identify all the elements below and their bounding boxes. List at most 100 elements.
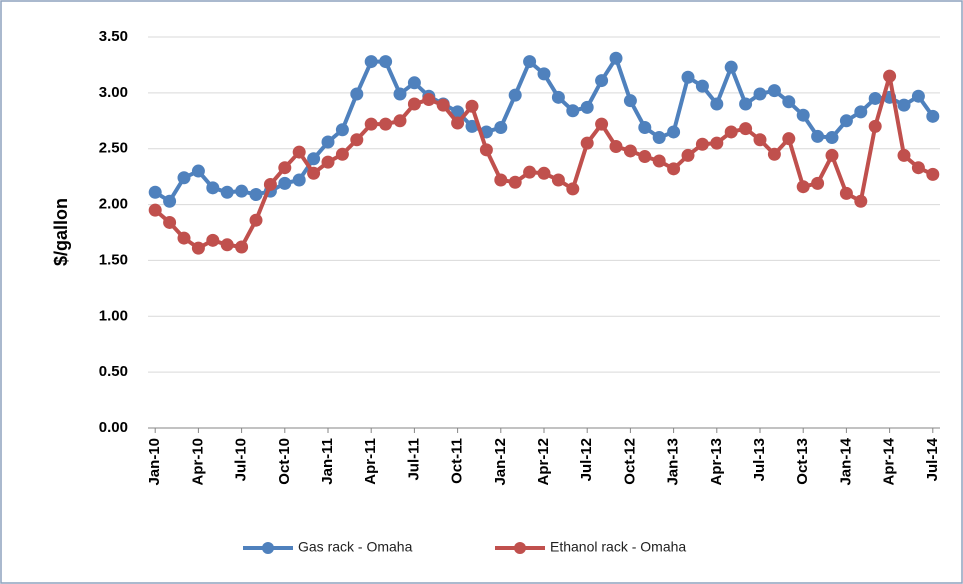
data-point	[494, 173, 508, 187]
x-tick-label: Jul-13	[751, 438, 768, 481]
data-point	[350, 133, 364, 147]
data-point	[465, 99, 479, 113]
data-point	[321, 135, 335, 149]
data-point	[407, 76, 421, 90]
data-point	[206, 181, 220, 195]
x-tick-label: Jul-11	[405, 438, 422, 481]
data-point	[163, 194, 177, 208]
data-point	[350, 87, 364, 101]
data-point	[278, 176, 292, 190]
legend-marker	[262, 542, 274, 554]
data-point	[551, 90, 565, 104]
data-point	[839, 114, 853, 128]
data-point	[393, 87, 407, 101]
data-point	[191, 241, 205, 255]
x-tick-label: Jul-14	[924, 437, 941, 481]
x-tick-label: Oct-13	[794, 438, 811, 485]
data-point	[782, 132, 796, 146]
data-point	[839, 186, 853, 200]
data-point	[393, 114, 407, 128]
x-tick-label: Jan-13	[665, 438, 682, 486]
data-point	[235, 240, 249, 254]
data-point	[724, 125, 738, 139]
data-point	[911, 161, 925, 175]
data-point	[739, 122, 753, 136]
data-point	[508, 88, 522, 102]
data-point	[926, 109, 940, 123]
data-point	[307, 152, 321, 166]
legend-marker	[514, 542, 526, 554]
data-point	[681, 70, 695, 84]
data-point	[566, 104, 580, 118]
data-point	[335, 123, 349, 137]
data-point	[163, 215, 177, 229]
data-point	[753, 87, 767, 101]
data-point	[710, 97, 724, 111]
data-point	[177, 231, 191, 245]
data-point	[638, 120, 652, 134]
data-point	[566, 182, 580, 196]
data-point	[523, 55, 537, 69]
y-tick-label: 1.00	[99, 307, 128, 324]
data-point	[407, 97, 421, 111]
data-point	[767, 84, 781, 98]
x-tick-label: Apr-12	[535, 438, 552, 486]
data-point	[681, 148, 695, 162]
y-tick-label: 2.50	[99, 140, 128, 157]
data-point	[451, 116, 465, 130]
data-point	[595, 74, 609, 88]
data-point	[796, 108, 810, 122]
data-point	[897, 98, 911, 112]
data-point	[220, 185, 234, 199]
x-tick-label: Jul-12	[578, 438, 595, 481]
data-point	[854, 194, 868, 208]
x-tick-label: Jul-10	[233, 438, 250, 481]
data-point	[321, 155, 335, 169]
x-tick-label: Apr-13	[708, 438, 725, 486]
data-point	[379, 55, 393, 69]
data-point	[667, 162, 681, 176]
data-point	[811, 176, 825, 190]
data-point	[897, 148, 911, 162]
data-point	[868, 119, 882, 133]
legend-label: Ethanol rack - Omaha	[550, 539, 686, 555]
data-point	[278, 161, 292, 175]
data-point	[235, 184, 249, 198]
data-point	[249, 188, 263, 202]
y-axis-title: $/gallon	[51, 198, 71, 266]
data-point	[523, 165, 537, 179]
data-point	[595, 117, 609, 131]
data-point	[638, 150, 652, 164]
x-tick-label: Apr-10	[189, 438, 206, 486]
data-point	[479, 143, 493, 157]
data-point	[206, 233, 220, 247]
data-point	[465, 119, 479, 133]
data-point	[926, 167, 940, 181]
data-point	[220, 238, 234, 252]
data-point	[580, 136, 594, 150]
data-point	[580, 100, 594, 114]
data-point	[825, 131, 839, 145]
data-point	[609, 139, 623, 153]
data-point	[652, 154, 666, 168]
y-tick-label: 0.00	[99, 419, 128, 436]
data-point	[451, 105, 465, 119]
data-point	[494, 120, 508, 134]
data-point	[796, 180, 810, 194]
data-point	[710, 136, 724, 150]
data-point	[148, 185, 162, 199]
x-tick-label: Oct-10	[276, 438, 293, 485]
data-point	[854, 105, 868, 119]
x-tick-label: Oct-11	[449, 438, 466, 484]
x-tick-label: Apr-11	[362, 438, 379, 485]
data-point	[177, 171, 191, 185]
data-point	[782, 95, 796, 109]
y-tick-label: 1.50	[99, 251, 128, 268]
x-tick-label: Jan-12	[492, 438, 509, 486]
y-tick-label: 2.00	[99, 196, 128, 213]
data-point	[551, 173, 565, 187]
data-point	[422, 93, 436, 107]
x-tick-label: Oct-12	[621, 438, 638, 485]
data-point	[292, 145, 306, 159]
